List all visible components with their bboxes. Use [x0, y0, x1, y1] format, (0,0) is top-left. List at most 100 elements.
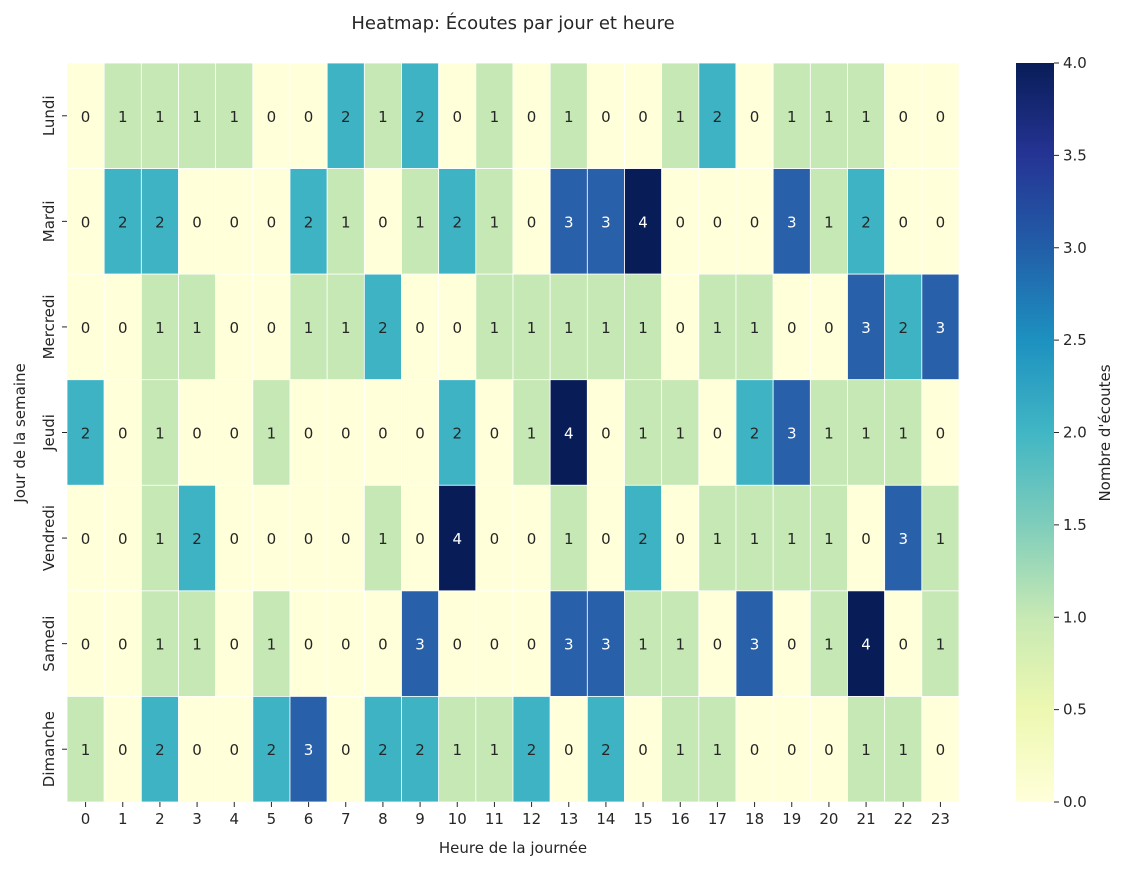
cell-value-label: 0	[675, 213, 685, 231]
colorbar-tick-label: 1.0	[1063, 608, 1087, 626]
cell-value-label: 1	[824, 213, 834, 231]
heatmap-cell	[624, 484, 663, 592]
heatmap-cell	[363, 379, 402, 486]
heatmap-cell	[66, 484, 105, 592]
cell-value-label: 0	[267, 108, 277, 126]
cell-value-label: 0	[936, 425, 946, 443]
x-tick-label: 17	[708, 810, 727, 828]
cell-value-label: 3	[936, 319, 946, 337]
heatmap-cell	[178, 484, 217, 592]
cell-value-label: 1	[192, 319, 202, 337]
cell-value-label: 0	[304, 530, 314, 548]
heatmap-cell	[103, 590, 142, 697]
colorbar-tick-label: 1.5	[1063, 516, 1087, 534]
cell-value-label: 1	[675, 741, 685, 759]
x-tick-label: 21	[857, 810, 876, 828]
heatmap-cell	[66, 379, 105, 486]
heatmap-cell	[438, 484, 477, 592]
cell-value-label: 2	[118, 213, 128, 231]
heatmap-cell	[289, 484, 328, 592]
heatmap-cell	[735, 696, 774, 803]
cell-value-label: 1	[155, 108, 165, 126]
cell-value-label: 1	[378, 530, 388, 548]
heatmap-cell	[549, 696, 588, 803]
cell-value-label: 1	[415, 213, 425, 231]
cell-value-label: 0	[452, 108, 462, 126]
cell-value-label: 2	[638, 530, 648, 548]
cell-value-label: 3	[304, 741, 314, 759]
heatmap-cell	[140, 696, 179, 803]
cell-value-label: 1	[81, 741, 91, 759]
cell-value-label: 1	[452, 741, 462, 759]
cell-value-label: 0	[192, 213, 202, 231]
heatmap-cell	[215, 273, 254, 381]
cell-value-label: 0	[304, 425, 314, 443]
heatmap-cell	[178, 168, 217, 275]
cell-value-label: 1	[490, 319, 500, 337]
x-tick-label: 22	[894, 810, 913, 828]
heatmap-cell	[289, 696, 328, 803]
heatmap-cell	[401, 62, 440, 169]
cell-value-label: 0	[452, 636, 462, 654]
cell-value-label: 0	[787, 741, 797, 759]
heatmap-cell	[438, 273, 477, 381]
cell-value-label: 0	[415, 425, 425, 443]
cell-value-label: 3	[564, 213, 574, 231]
heatmap-cell	[847, 168, 886, 275]
cell-value-label: 1	[824, 108, 834, 126]
colorbar-tick-label: 3.0	[1063, 239, 1087, 257]
heatmap-cell	[252, 484, 291, 592]
cell-value-label: 2	[304, 213, 314, 231]
heatmap-cell	[252, 273, 291, 381]
heatmap-cell	[809, 62, 848, 169]
cell-value-label: 0	[601, 108, 611, 126]
heatmap-cell	[661, 484, 700, 592]
cell-value-label: 3	[787, 425, 797, 443]
cell-value-label: 1	[118, 108, 128, 126]
heatmap-cell	[475, 62, 514, 169]
heatmap-cell	[326, 696, 365, 803]
cell-value-label: 3	[750, 636, 760, 654]
x-tick-label: 20	[819, 810, 838, 828]
cell-value-label: 0	[936, 108, 946, 126]
cell-value-label: 0	[490, 530, 500, 548]
heatmap-cell	[698, 168, 737, 275]
heatmap-cell	[289, 590, 328, 697]
x-tick-label: 6	[304, 810, 314, 828]
heatmap-cell	[698, 696, 737, 803]
cell-value-label: 0	[527, 213, 537, 231]
x-tick-label: 7	[341, 810, 351, 828]
colorbar	[1016, 63, 1054, 802]
x-tick-label: 23	[931, 810, 950, 828]
cell-value-label: 3	[861, 319, 871, 337]
heatmap-cell	[512, 379, 551, 486]
cell-value-label: 1	[267, 636, 277, 654]
heatmap-cell	[512, 168, 551, 275]
cell-value-label: 1	[527, 319, 537, 337]
x-tick-label: 4	[229, 810, 239, 828]
cell-value-label: 4	[452, 530, 462, 548]
cell-value-label: 3	[601, 636, 611, 654]
cell-value-label: 2	[750, 425, 760, 443]
cell-value-label: 0	[713, 425, 723, 443]
cell-value-label: 1	[192, 636, 202, 654]
heatmap-cell	[475, 590, 514, 697]
cell-value-label: 1	[713, 741, 723, 759]
heatmap-cell	[66, 62, 105, 169]
x-tick-label: 5	[267, 810, 277, 828]
colorbar-tick-label: 3.5	[1063, 146, 1087, 164]
x-tick-label: 18	[745, 810, 764, 828]
cell-value-label: 2	[601, 741, 611, 759]
cell-value-label: 2	[378, 319, 388, 337]
x-tick-label: 19	[782, 810, 801, 828]
x-tick-label: 11	[485, 810, 504, 828]
cell-value-label: 2	[861, 213, 871, 231]
heatmap-cell	[401, 379, 440, 486]
cell-value-label: 1	[861, 108, 871, 126]
cell-value-label: 0	[267, 213, 277, 231]
heatmap-cell	[475, 168, 514, 275]
heatmap-cell	[140, 168, 179, 275]
cell-value-label: 1	[675, 108, 685, 126]
heatmap-cell	[847, 62, 886, 169]
cell-value-label: 2	[415, 741, 425, 759]
